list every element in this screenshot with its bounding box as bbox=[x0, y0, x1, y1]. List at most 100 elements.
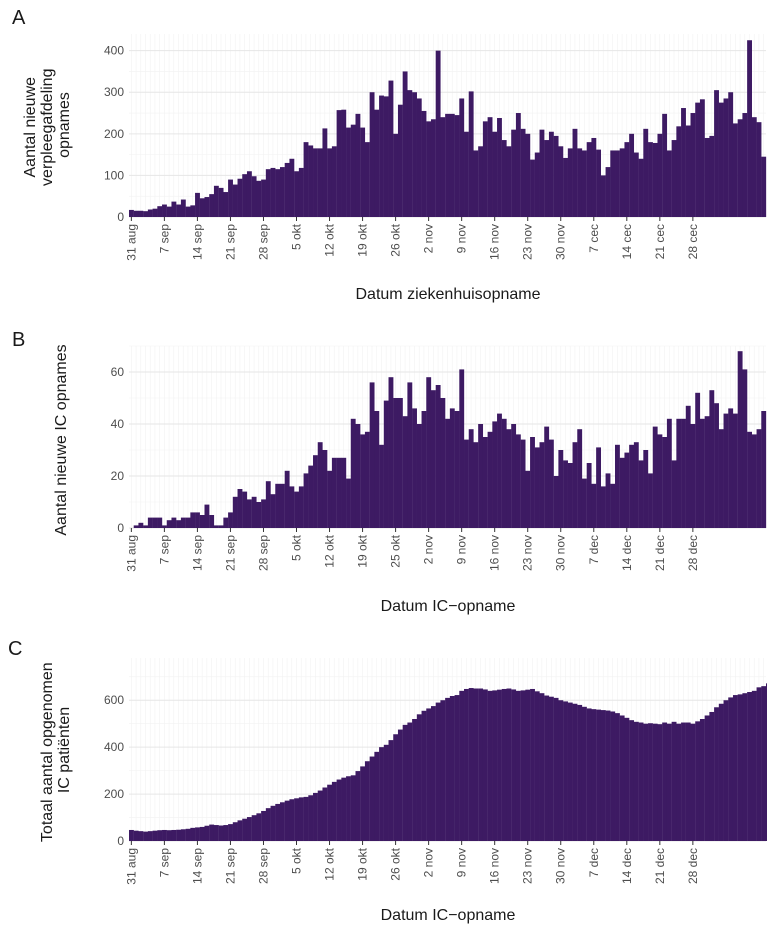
panel-c-x-axis-title: Datum IC−opname bbox=[381, 907, 516, 924]
panel-c-y-axis: 0 200 400 600 bbox=[104, 693, 124, 848]
panel-b-x-tick-label: 30 nov bbox=[554, 535, 568, 571]
panel-c-y-tick-label: 0 bbox=[117, 834, 124, 848]
panel-b-y-tick-label: 60 bbox=[111, 365, 125, 379]
panel-b-bar bbox=[204, 504, 210, 528]
panel-c-bar bbox=[379, 747, 384, 841]
panel-c-bar bbox=[714, 707, 719, 841]
panel-a-bar bbox=[294, 171, 300, 217]
panel-b-bar bbox=[624, 452, 630, 528]
panel-b-bar bbox=[567, 463, 573, 528]
panel-a-bar bbox=[162, 204, 167, 217]
panel-b-bar bbox=[478, 424, 484, 528]
panel-a-bar bbox=[364, 142, 370, 217]
panel-b-bar bbox=[251, 496, 257, 528]
panel-b-x-tick-label: 21 dec bbox=[653, 535, 667, 571]
panel-a-bar bbox=[232, 184, 238, 217]
panel-b-bar bbox=[501, 418, 507, 528]
panel-a-bar bbox=[577, 148, 583, 217]
panel-b-bar bbox=[666, 418, 672, 528]
panel-a-bar bbox=[416, 98, 422, 217]
panel-c-bar bbox=[657, 724, 663, 841]
panel-c-bar bbox=[681, 722, 686, 841]
panel-b-bar bbox=[742, 369, 748, 528]
panel-c-bar bbox=[567, 702, 573, 841]
panel-c-bar bbox=[213, 825, 219, 841]
panel-c-bar bbox=[289, 799, 295, 841]
panel-c-bar bbox=[468, 688, 474, 841]
panel-c-bar bbox=[581, 706, 587, 841]
panel-c-bar bbox=[482, 689, 488, 841]
panel-c-bar bbox=[133, 830, 139, 841]
panel-c-bar bbox=[143, 831, 149, 841]
panel-b-bar bbox=[473, 442, 479, 528]
panel-a-bar bbox=[567, 148, 573, 217]
panel-b-bar bbox=[563, 460, 568, 528]
panel-c-bar bbox=[397, 729, 403, 841]
panel-c-bar bbox=[445, 697, 451, 841]
panel-a-bar bbox=[327, 148, 333, 217]
panel-b-bar bbox=[331, 457, 337, 528]
panel-b-bar bbox=[534, 447, 540, 528]
panel-c-bar bbox=[709, 711, 715, 841]
panel-a-bar bbox=[704, 137, 710, 217]
panel-c-bar bbox=[676, 723, 682, 841]
panel-b-bar bbox=[176, 520, 182, 528]
panel-c-bar bbox=[355, 771, 361, 841]
panel-a-bar bbox=[166, 206, 172, 217]
panel-b-x-tick-label: 14 sep bbox=[190, 535, 204, 571]
panel-c-x-tick-label: 9 nov bbox=[455, 848, 469, 877]
panel-c-bar bbox=[171, 829, 177, 841]
panel-c-bar bbox=[449, 696, 455, 841]
panel-c-bar bbox=[662, 722, 668, 841]
panel-a-bar bbox=[610, 150, 616, 217]
panel-b-x-tick-label: 28 sep bbox=[256, 535, 270, 571]
panel-b-x-tick-label: 28 dec bbox=[686, 535, 700, 571]
panel-c-bar bbox=[180, 829, 186, 841]
panel-b-bar bbox=[218, 525, 224, 528]
panel-a-y-tick-label: 200 bbox=[104, 127, 124, 141]
panel-a-bar bbox=[171, 201, 177, 217]
panel-c-bar bbox=[383, 744, 389, 841]
panel-c-bar bbox=[129, 829, 134, 841]
panel-a-x-axis: 31 aug 7 sep 14 sep 21 sep 28 sep 5 okt 12 okt… bbox=[124, 217, 700, 261]
panel-a-bar bbox=[322, 128, 328, 217]
panel-a-bar bbox=[228, 179, 233, 217]
panel-a-bar bbox=[662, 113, 668, 217]
panel-b-bar bbox=[643, 450, 649, 528]
panel-c-bar bbox=[421, 710, 427, 841]
panel-c-bar bbox=[478, 688, 484, 841]
panel-a-bar bbox=[714, 90, 719, 217]
panel-c-bars bbox=[129, 683, 767, 841]
panel-c-bar bbox=[520, 690, 526, 841]
panel-b-bar bbox=[369, 382, 375, 528]
panel-a-x-tick-label: 7 cec bbox=[587, 224, 601, 253]
panel-b-bar bbox=[298, 486, 304, 528]
panel-b-bar bbox=[350, 418, 356, 528]
panel-a-bar bbox=[534, 152, 540, 217]
panel-b-bar bbox=[327, 470, 333, 528]
panel-a-x-tick-label: 16 nov bbox=[488, 224, 502, 260]
panel-c-y-axis-title-line-1: Totaal aantal opgenomen bbox=[39, 662, 56, 842]
panel-a-x-axis-title: Datum ziekenhuisopname bbox=[356, 286, 541, 303]
panel-c-x-tick-label: 7 dec bbox=[587, 848, 601, 877]
panel-b-bar bbox=[346, 478, 351, 528]
panel-a-bar bbox=[180, 199, 186, 217]
panel-c-bar bbox=[407, 722, 413, 841]
panel-a-bar bbox=[605, 167, 611, 217]
panel-c-bar bbox=[152, 830, 158, 841]
panel-b-bar bbox=[440, 398, 446, 528]
panel-b-bar bbox=[747, 431, 752, 528]
panel-b-x-tick-label: 7 dec bbox=[587, 535, 601, 564]
panel-a-bar bbox=[648, 142, 653, 217]
panel-b-bar bbox=[232, 496, 238, 528]
panel-b-bar bbox=[445, 418, 451, 528]
panel-c-bar bbox=[761, 686, 767, 841]
panel-c-bar bbox=[511, 689, 517, 841]
panel-b-bar bbox=[430, 390, 436, 528]
panel-b-bar bbox=[511, 424, 517, 528]
panel-b-bar bbox=[662, 437, 668, 528]
panel-b-bar bbox=[530, 437, 535, 528]
panel-b-bar bbox=[289, 486, 295, 528]
panel-c-x-tick-label: 30 nov bbox=[554, 848, 568, 884]
panel-b-bar bbox=[558, 450, 564, 528]
